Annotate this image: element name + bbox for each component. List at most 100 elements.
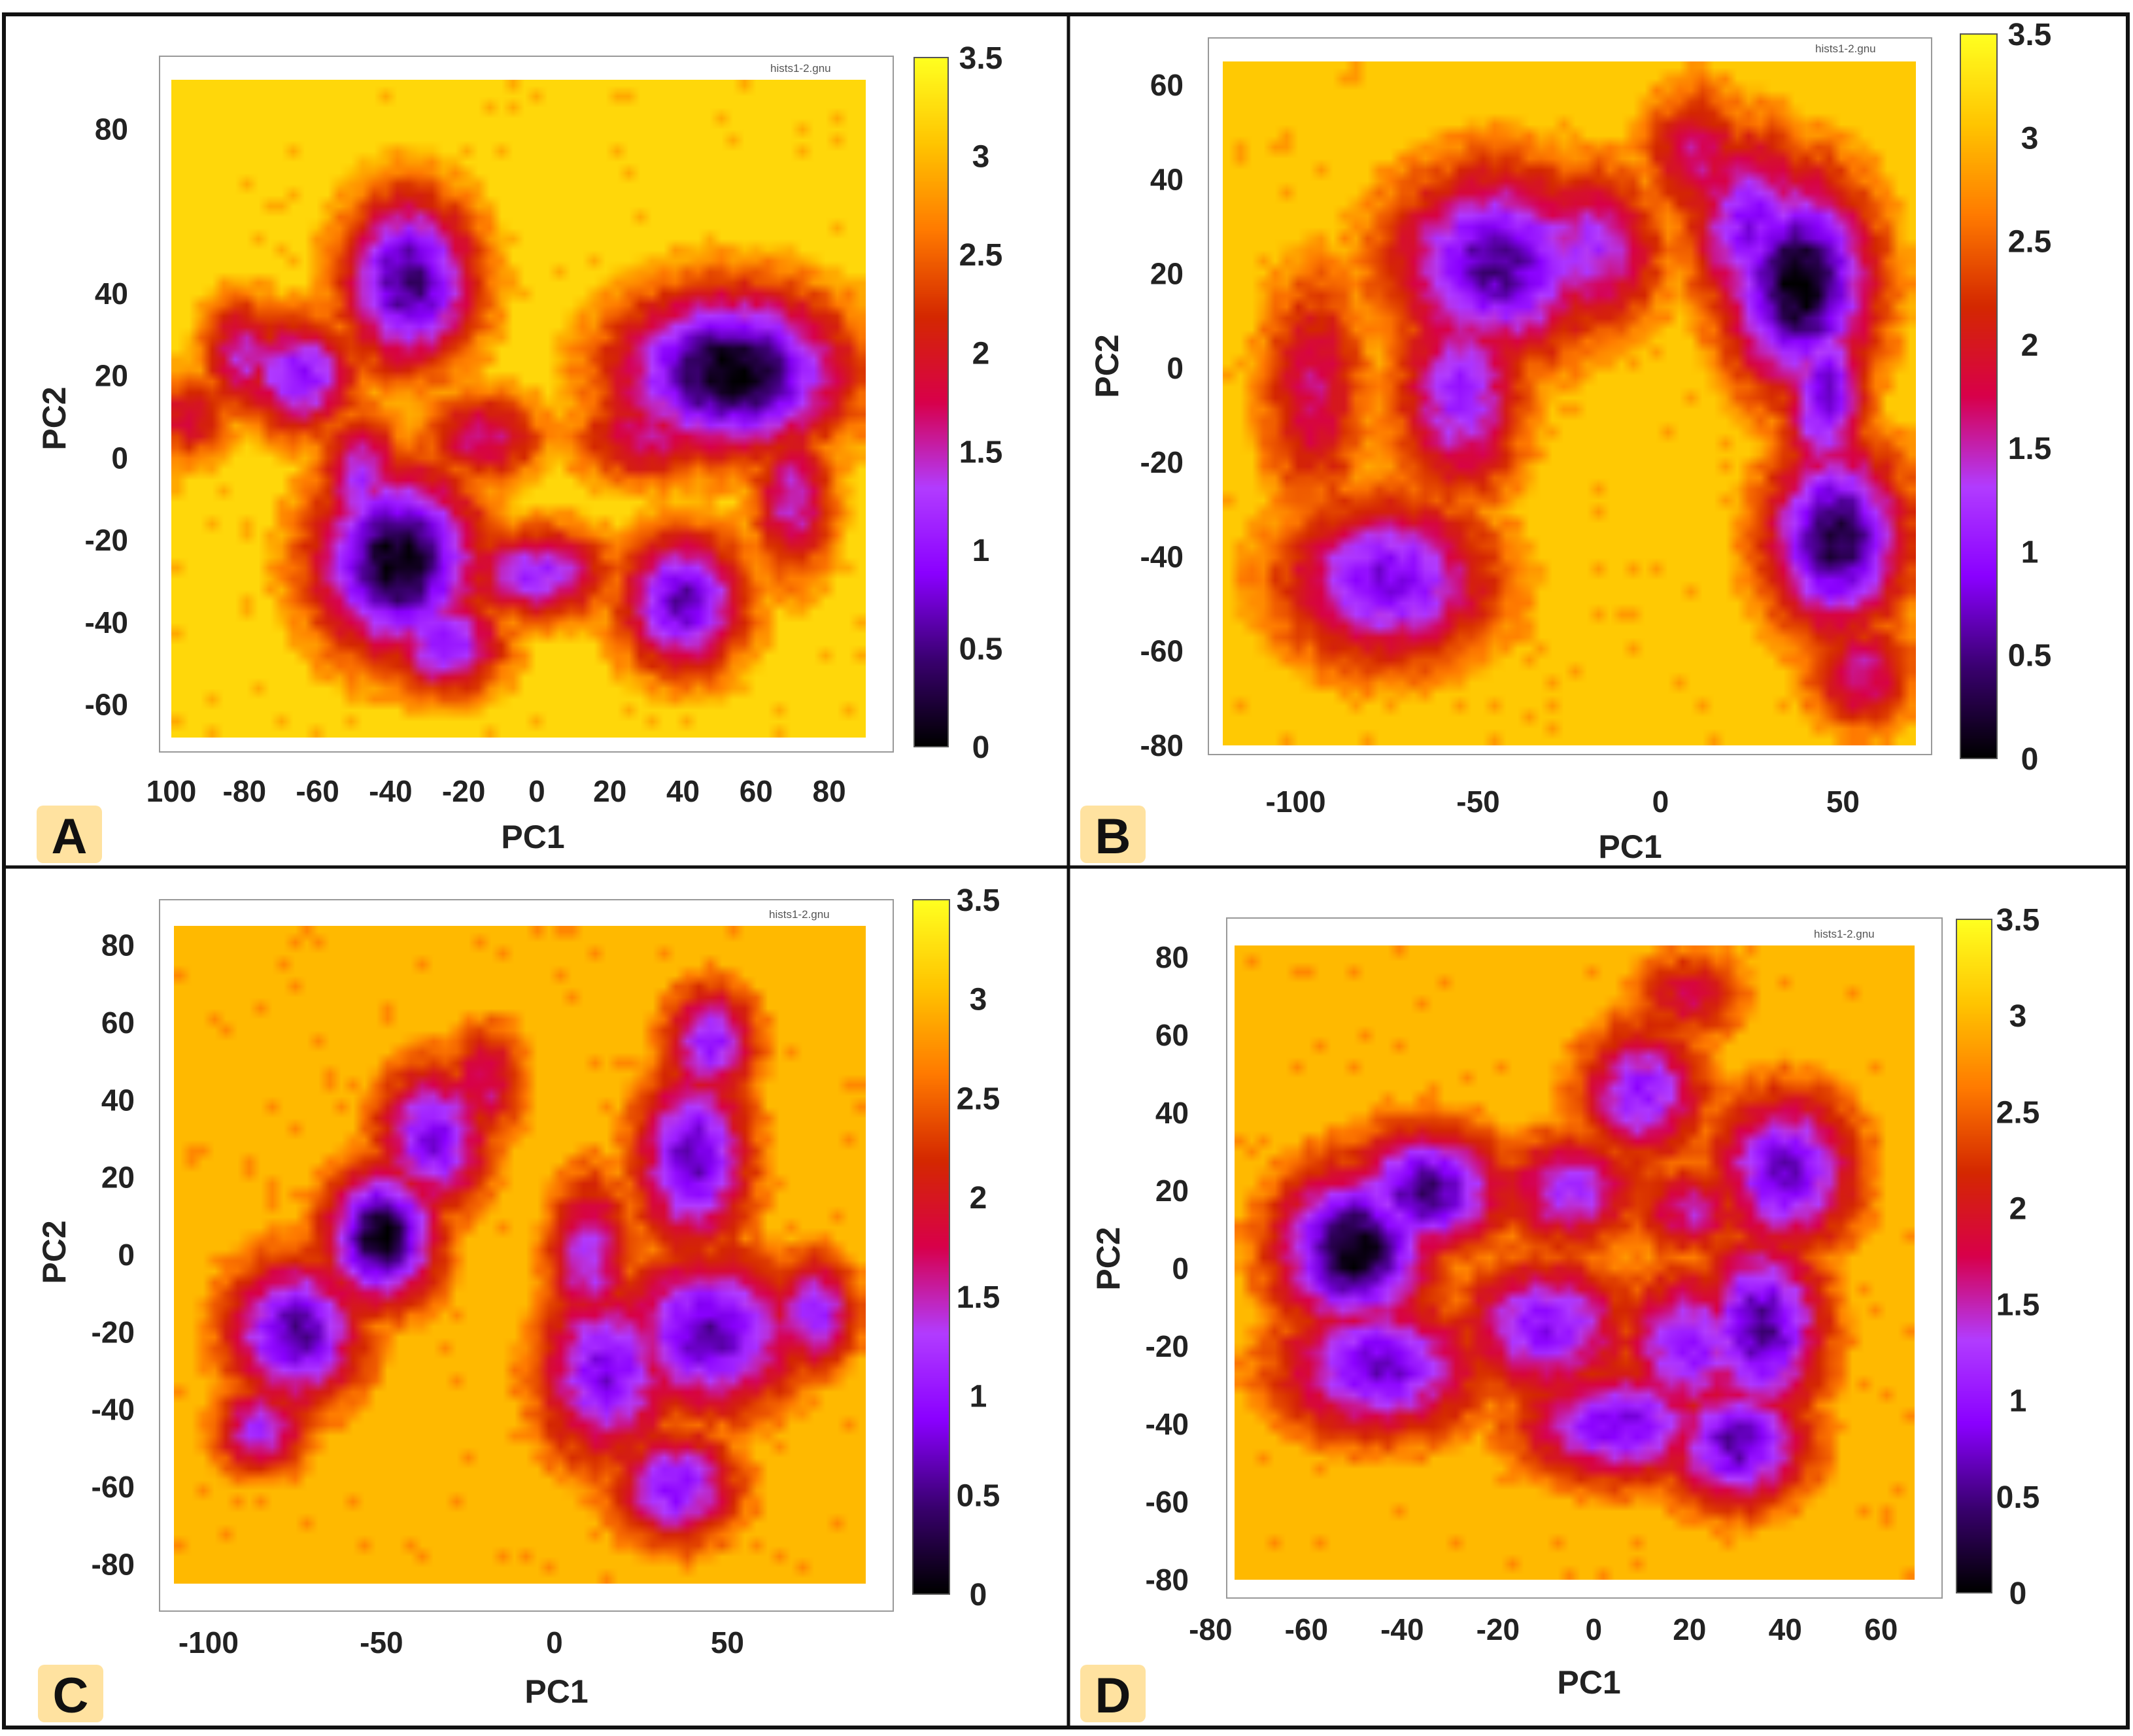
y-tick-label: -60 [85, 688, 128, 722]
colorbar-tick-label: 0.5 [2008, 639, 2052, 673]
colorbar-tick-label: 1.5 [2008, 432, 2052, 466]
y-tick-label: -40 [1146, 1407, 1189, 1441]
panel-d-xticks: -80 -60 -40 -20 0 20 40 60 [1189, 1612, 1898, 1646]
y-tick-label: 80 [101, 928, 135, 962]
colorbar-tick-label: 1.5 [1996, 1288, 2040, 1323]
panel-d-letter-badge [1080, 1665, 1146, 1722]
x-tick-label: 0 [528, 774, 545, 808]
panel-a-ylabel: PC2 [36, 386, 73, 450]
figure-frame [2, 12, 2130, 1729]
colorbar-tick-label: 0 [970, 1578, 987, 1612]
panel-b-xlabel: PC1 [1598, 828, 1662, 865]
panel-a-yticks: 80 40 20 0 -20 -40 -60 [85, 112, 128, 721]
y-tick-label: -60 [1146, 1485, 1189, 1519]
x-tick-label: 0 [546, 1625, 563, 1659]
panel-a-colorbar-ticks: 3.5 3 2.5 2 1.5 1 0.5 0 [959, 41, 1003, 765]
colorbar-tick-label: 2 [2009, 1191, 2027, 1226]
colorbar-tick-label: 1 [2009, 1384, 2027, 1419]
panel-c-xticks: -100 -50 0 50 [179, 1625, 744, 1659]
x-tick-label: -50 [360, 1625, 403, 1659]
colorbar-tick-label: 2.5 [1996, 1095, 2040, 1130]
panel-d-colorbar [1956, 919, 1992, 1593]
colorbar-tick-label: 0.5 [959, 632, 1003, 666]
y-tick-label: 0 [1172, 1251, 1189, 1285]
y-tick-label: -60 [1140, 634, 1184, 668]
colorbar-tick-label: 3 [2021, 121, 2039, 156]
x-tick-label: 80 [813, 774, 846, 808]
x-tick-label: 20 [593, 774, 626, 808]
colorbar-tick-label: 1 [970, 1380, 987, 1414]
panel-c-ylabel: PC2 [36, 1220, 73, 1284]
panel-c-xlabel: PC1 [524, 1673, 588, 1710]
x-tick-label: -50 [1456, 785, 1499, 819]
panel-b-watermark: hists1-2.gnu [1815, 43, 1876, 55]
panel-b-letter: B [1095, 809, 1131, 864]
panel-d: -80 -60 -40 -20 0 20 40 60 806040200-20-40-60-8… [1080, 903, 2039, 1724]
panel-b-colorbar [1960, 34, 1997, 758]
y-tick-label: 80 [95, 112, 128, 146]
x-tick-label: -40 [369, 774, 412, 808]
panel-b-heatmap [1223, 61, 1916, 745]
x-tick-label: -20 [442, 774, 485, 808]
y-tick-label: -20 [1146, 1329, 1189, 1363]
y-tick-label: 20 [1155, 1174, 1189, 1208]
y-tick-label: -40 [1140, 539, 1184, 573]
panel-a-letter: A [52, 809, 88, 864]
panel-b-colorbar-frame [1960, 33, 1998, 759]
panel-d-colorbar-ticks: 3.5 3 2.5 2 1.5 1 0.5 0 [1996, 903, 2040, 1611]
panel-d-ylabel: PC2 [1090, 1227, 1127, 1290]
colorbar-tick-label: 0 [2021, 742, 2039, 777]
colorbar-tick-label: 0.5 [1996, 1480, 2040, 1515]
panel-b-letter-badge [1080, 806, 1146, 863]
x-tick-label: 50 [711, 1625, 744, 1659]
x-tick-label: -60 [1285, 1612, 1328, 1646]
y-tick-label: 0 [111, 441, 128, 475]
y-tick-label: 80 [1155, 940, 1189, 974]
panel-a-axes-box [159, 56, 894, 753]
panel-c-heatmap [174, 926, 866, 1584]
panel-c-letter: C [53, 1668, 89, 1724]
colorbar-tick-label: 2.5 [957, 1081, 1000, 1116]
colorbar-tick-label: 1.5 [957, 1280, 1000, 1315]
panel-c-letter-badge [38, 1665, 103, 1722]
x-tick-label: 0 [1652, 785, 1669, 819]
y-tick-label: -20 [92, 1315, 135, 1349]
panel-c-colorbar [913, 900, 949, 1594]
panel-a-heatmap [171, 80, 866, 738]
panel-a-watermark: hists1-2.gnu [770, 62, 831, 75]
x-tick-label: -60 [296, 774, 339, 808]
x-tick-label: -20 [1476, 1612, 1520, 1646]
panel-d-yticks: 80 60 40 20 0 -20 -40 -60 -80 [1146, 940, 1189, 1597]
y-tick-label: 20 [101, 1161, 135, 1195]
colorbar-tick-label: 0.5 [957, 1478, 1000, 1513]
x-tick-label: -100 [1266, 785, 1326, 819]
colorbar-tick-label: 1 [2021, 535, 2039, 570]
x-tick-label: -80 [223, 774, 266, 808]
y-tick-label: 60 [1150, 68, 1184, 102]
x-tick-label: 40 [1769, 1612, 1802, 1646]
colorbar-tick-label: 1 [972, 534, 990, 568]
x-tick-label: 60 [1864, 1612, 1898, 1646]
panel-a-letter-badge [37, 806, 102, 863]
y-tick-label: -40 [85, 605, 128, 639]
y-tick-label: 40 [1150, 162, 1184, 196]
panel-b-yticks: 60 40 20 0 -20 -40 -60 -80 [1140, 68, 1184, 762]
y-tick-label: 60 [101, 1006, 135, 1040]
panel-a: 100 -80 -60 -40 -20 0 20 40 60 80 8040200-20-40-6… [36, 41, 1002, 864]
panel-d-watermark: hists1-2.gnu [1814, 928, 1875, 940]
panel-c-colorbar-ticks: 3.5 3 2.5 2 1.5 1 0.5 0 [957, 883, 1000, 1612]
y-tick-label: 40 [101, 1083, 135, 1117]
panel-d-colorbar-frame [1956, 919, 1992, 1593]
y-tick-label: -80 [92, 1547, 135, 1581]
colorbar-tick-label: 1.5 [959, 435, 1003, 469]
y-tick-label: -20 [85, 523, 128, 557]
colorbar-tick-label: 3 [970, 983, 987, 1017]
panel-c-axes-box [159, 899, 894, 1612]
x-tick-label: 100 [146, 774, 197, 808]
panel-d-axes-box [1226, 917, 1943, 1599]
x-tick-label: 60 [740, 774, 773, 808]
y-tick-label: 60 [1155, 1018, 1189, 1052]
x-tick-label: -80 [1189, 1612, 1232, 1646]
